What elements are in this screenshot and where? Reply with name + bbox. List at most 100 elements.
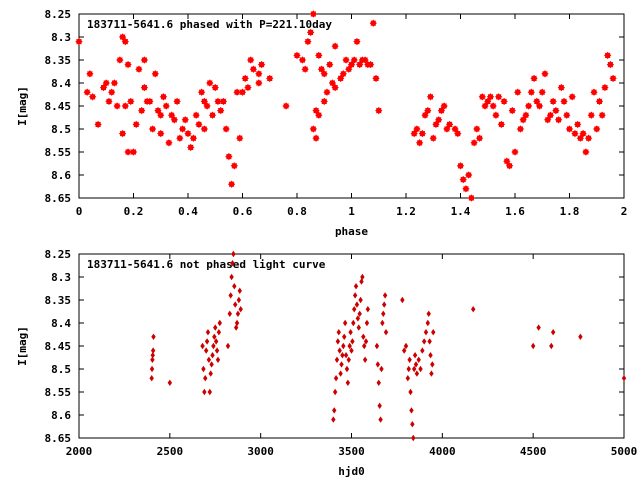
data-point bbox=[237, 287, 242, 294]
data-point bbox=[497, 120, 506, 129]
data-point bbox=[173, 97, 181, 106]
data-point bbox=[210, 352, 215, 359]
data-point bbox=[232, 283, 237, 290]
y-tick-label: 8.45 bbox=[45, 340, 72, 353]
data-point bbox=[465, 171, 473, 179]
data-point bbox=[132, 120, 140, 129]
data-point bbox=[454, 129, 462, 138]
y-tick-label: 8.4 bbox=[51, 77, 71, 90]
data-point bbox=[355, 315, 361, 322]
data-point bbox=[411, 434, 416, 442]
data-point bbox=[209, 361, 214, 368]
data-point bbox=[211, 83, 219, 92]
data-point bbox=[225, 342, 231, 350]
data-point bbox=[418, 365, 423, 373]
data-point bbox=[129, 148, 138, 156]
data-point bbox=[456, 162, 465, 170]
data-point bbox=[478, 93, 486, 101]
data-point bbox=[360, 273, 365, 281]
data-point bbox=[364, 319, 370, 327]
data-point bbox=[234, 319, 240, 327]
data-point bbox=[212, 333, 217, 340]
data-point bbox=[365, 306, 371, 313]
y-tick-label: 8.3 bbox=[51, 271, 71, 284]
data-point bbox=[217, 319, 222, 327]
data-point bbox=[426, 93, 435, 101]
data-point bbox=[362, 342, 367, 350]
data-point bbox=[413, 125, 421, 133]
data-point bbox=[378, 416, 383, 423]
data-point bbox=[405, 375, 411, 382]
data-point bbox=[228, 292, 233, 299]
x-tick-label: 3000 bbox=[247, 445, 274, 458]
data-point bbox=[380, 319, 385, 327]
data-point bbox=[162, 102, 170, 110]
y-tick-label: 8.35 bbox=[45, 54, 72, 67]
data-point bbox=[225, 152, 233, 161]
data-point bbox=[236, 296, 242, 304]
data-point bbox=[590, 88, 598, 96]
data-point bbox=[527, 88, 536, 96]
data-point bbox=[338, 370, 343, 377]
data-point bbox=[514, 88, 522, 96]
data-point bbox=[75, 37, 83, 46]
data-point bbox=[165, 139, 173, 147]
data-point bbox=[536, 324, 541, 331]
data-point bbox=[213, 324, 218, 331]
data-point bbox=[140, 83, 149, 92]
data-point bbox=[249, 65, 258, 73]
data-point bbox=[407, 356, 412, 363]
y-tick-label: 8.25 bbox=[45, 248, 72, 261]
data-point bbox=[238, 306, 243, 313]
data-point bbox=[116, 56, 124, 64]
data-point bbox=[149, 365, 155, 373]
data-point bbox=[236, 134, 244, 142]
data-point bbox=[204, 338, 210, 345]
data-point bbox=[587, 111, 595, 119]
data-point bbox=[211, 342, 216, 350]
data-point bbox=[549, 97, 557, 106]
data-point bbox=[346, 356, 351, 363]
y-axis-label: I[mag] bbox=[16, 86, 29, 126]
data-point bbox=[159, 93, 168, 101]
data-point bbox=[233, 301, 238, 308]
data-point bbox=[157, 129, 165, 138]
data-point bbox=[200, 125, 209, 133]
data-point bbox=[124, 148, 132, 156]
data-point bbox=[379, 365, 384, 373]
data-point bbox=[462, 185, 470, 193]
data-point bbox=[362, 356, 368, 363]
data-point bbox=[148, 125, 157, 133]
y-tick-label: 8.3 bbox=[51, 31, 71, 44]
data-point bbox=[184, 129, 192, 138]
y-tick-label: 8.55 bbox=[45, 386, 72, 399]
data-point bbox=[151, 333, 156, 340]
data-point bbox=[298, 56, 307, 64]
data-point bbox=[366, 60, 375, 69]
data-point bbox=[309, 10, 318, 18]
data-point bbox=[603, 51, 612, 60]
data-point bbox=[421, 338, 427, 345]
chart-title: 183711-5641.6 phased with P=221.10day bbox=[87, 18, 332, 31]
data-point bbox=[333, 375, 339, 382]
x-tick-label: 0 bbox=[76, 205, 83, 218]
data-point bbox=[535, 102, 544, 110]
data-point bbox=[530, 342, 536, 350]
data-point bbox=[347, 342, 352, 350]
data-point bbox=[351, 319, 356, 327]
data-point bbox=[113, 102, 121, 110]
data-point bbox=[306, 28, 315, 37]
data-point bbox=[343, 352, 349, 359]
data-point bbox=[227, 310, 232, 317]
data-point bbox=[342, 333, 347, 340]
data-point bbox=[377, 402, 382, 409]
data-point bbox=[486, 93, 495, 101]
data-point bbox=[406, 365, 411, 373]
data-point bbox=[150, 347, 156, 354]
y-tick-label: 8.55 bbox=[45, 146, 72, 159]
y-tick-label: 8.4 bbox=[51, 317, 71, 330]
data-point bbox=[181, 116, 189, 124]
data-point bbox=[149, 375, 154, 382]
data-point bbox=[344, 365, 350, 373]
